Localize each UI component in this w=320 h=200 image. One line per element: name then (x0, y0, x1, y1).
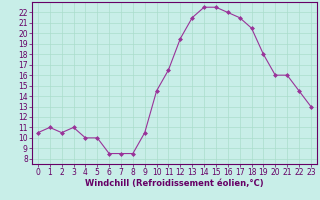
X-axis label: Windchill (Refroidissement éolien,°C): Windchill (Refroidissement éolien,°C) (85, 179, 264, 188)
